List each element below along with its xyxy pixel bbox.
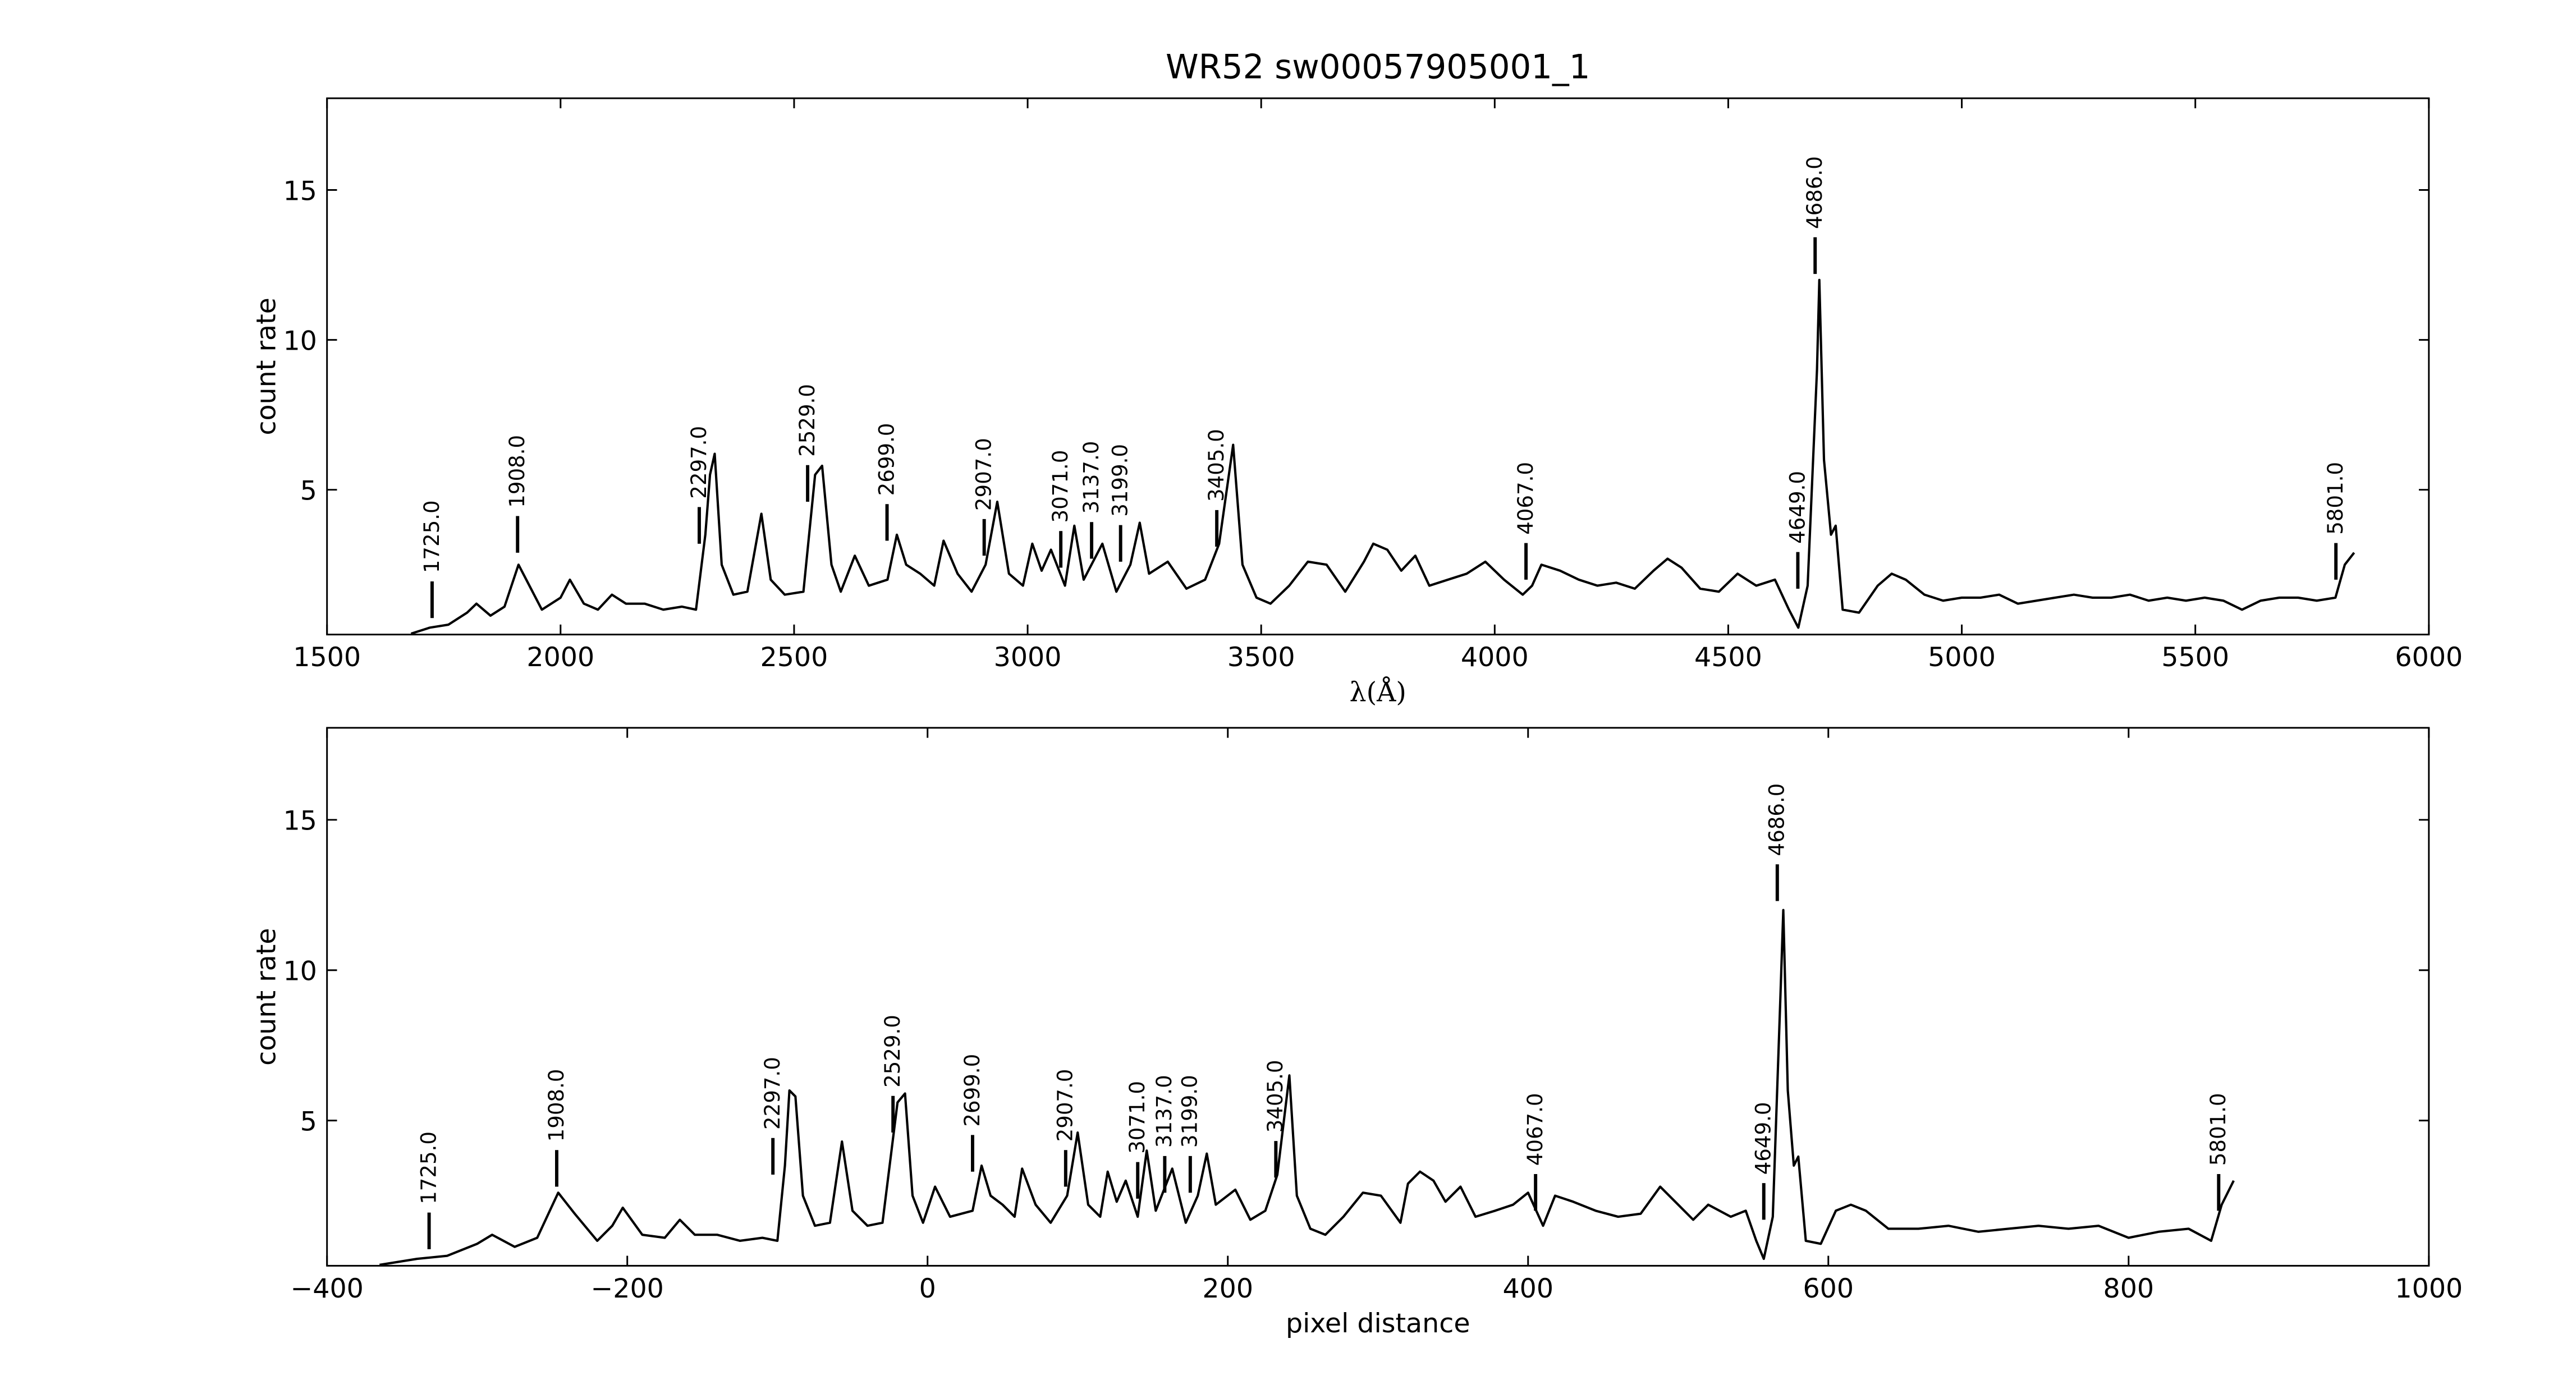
line-label: 2699.0 bbox=[874, 423, 899, 496]
line-label: 4649.0 bbox=[1785, 471, 1809, 544]
line-label: 3137.0 bbox=[1152, 1075, 1176, 1148]
spectrum-line bbox=[410, 278, 2355, 635]
line-label: 4067.0 bbox=[1523, 1093, 1547, 1166]
line-label: 2297.0 bbox=[687, 426, 711, 499]
x-tick-label: 1000 bbox=[2395, 1273, 2463, 1304]
x-tick-label: 5000 bbox=[1928, 642, 1996, 673]
line-label: 2907.0 bbox=[1053, 1069, 1078, 1142]
line-label: 4649.0 bbox=[1752, 1102, 1776, 1175]
chart-title: WR52 sw00057905001_1 bbox=[1166, 47, 1590, 86]
line-label: 3199.0 bbox=[1178, 1075, 1202, 1148]
x-axis-label: pixel distance bbox=[1286, 1308, 1470, 1339]
y-tick-label: 15 bbox=[283, 806, 317, 837]
x-tick-label: −200 bbox=[591, 1273, 664, 1304]
line-label: 3137.0 bbox=[1079, 441, 1103, 514]
y-tick-label: 10 bbox=[283, 326, 317, 356]
x-tick-label: 5500 bbox=[2161, 642, 2229, 673]
x-tick-label: 200 bbox=[1202, 1273, 1253, 1304]
x-tick-label: 3000 bbox=[994, 642, 1062, 673]
axes-frame bbox=[326, 97, 2430, 636]
line-label: 4686.0 bbox=[1803, 156, 1827, 229]
y-tick-label: 15 bbox=[283, 176, 317, 207]
x-tick-label: 6000 bbox=[2395, 642, 2463, 673]
line-label: 2699.0 bbox=[960, 1054, 984, 1127]
x-tick-label: −400 bbox=[290, 1273, 363, 1304]
x-tick-label: 2000 bbox=[526, 642, 594, 673]
line-label: 1725.0 bbox=[416, 1131, 441, 1204]
line-label: 2529.0 bbox=[795, 384, 819, 457]
x-tick-label: 2500 bbox=[760, 642, 828, 673]
spectrum-line bbox=[379, 909, 2235, 1266]
y-axis-label: count rate bbox=[251, 297, 282, 435]
line-label: 3071.0 bbox=[1048, 450, 1072, 523]
x-tick-label: 400 bbox=[1502, 1273, 1553, 1304]
y-tick-label: 5 bbox=[300, 1106, 317, 1137]
x-tick-label: 800 bbox=[2103, 1273, 2154, 1304]
line-label: 5801.0 bbox=[2206, 1093, 2230, 1166]
line-label: 2297.0 bbox=[760, 1057, 785, 1130]
y-tick-label: 10 bbox=[283, 956, 317, 987]
y-tick-label: 5 bbox=[300, 475, 317, 506]
line-label: 2907.0 bbox=[972, 438, 996, 511]
line-label: 1725.0 bbox=[420, 500, 444, 573]
line-label: 2529.0 bbox=[881, 1015, 905, 1088]
x-tick-label: 600 bbox=[1803, 1273, 1854, 1304]
line-label: 4686.0 bbox=[1765, 783, 1789, 856]
line-label: 1908.0 bbox=[505, 435, 529, 508]
line-label: 3199.0 bbox=[1108, 444, 1133, 517]
line-label: 1908.0 bbox=[544, 1069, 569, 1142]
x-tick-label: 4500 bbox=[1694, 642, 1762, 673]
y-axis-label: count rate bbox=[251, 928, 282, 1065]
line-label: 3405.0 bbox=[1263, 1060, 1287, 1133]
x-axis-label: λ(Å) bbox=[1350, 676, 1406, 708]
x-tick-label: 0 bbox=[919, 1273, 936, 1304]
line-label: 3071.0 bbox=[1125, 1081, 1149, 1154]
line-label: 3405.0 bbox=[1204, 429, 1229, 502]
line-label: 4067.0 bbox=[1514, 462, 1538, 535]
x-tick-label: 3500 bbox=[1227, 642, 1295, 673]
line-label: 5801.0 bbox=[2323, 462, 2348, 535]
x-tick-label: 4000 bbox=[1461, 642, 1529, 673]
axes-frame bbox=[326, 727, 2430, 1267]
x-tick-label: 1500 bbox=[293, 642, 361, 673]
